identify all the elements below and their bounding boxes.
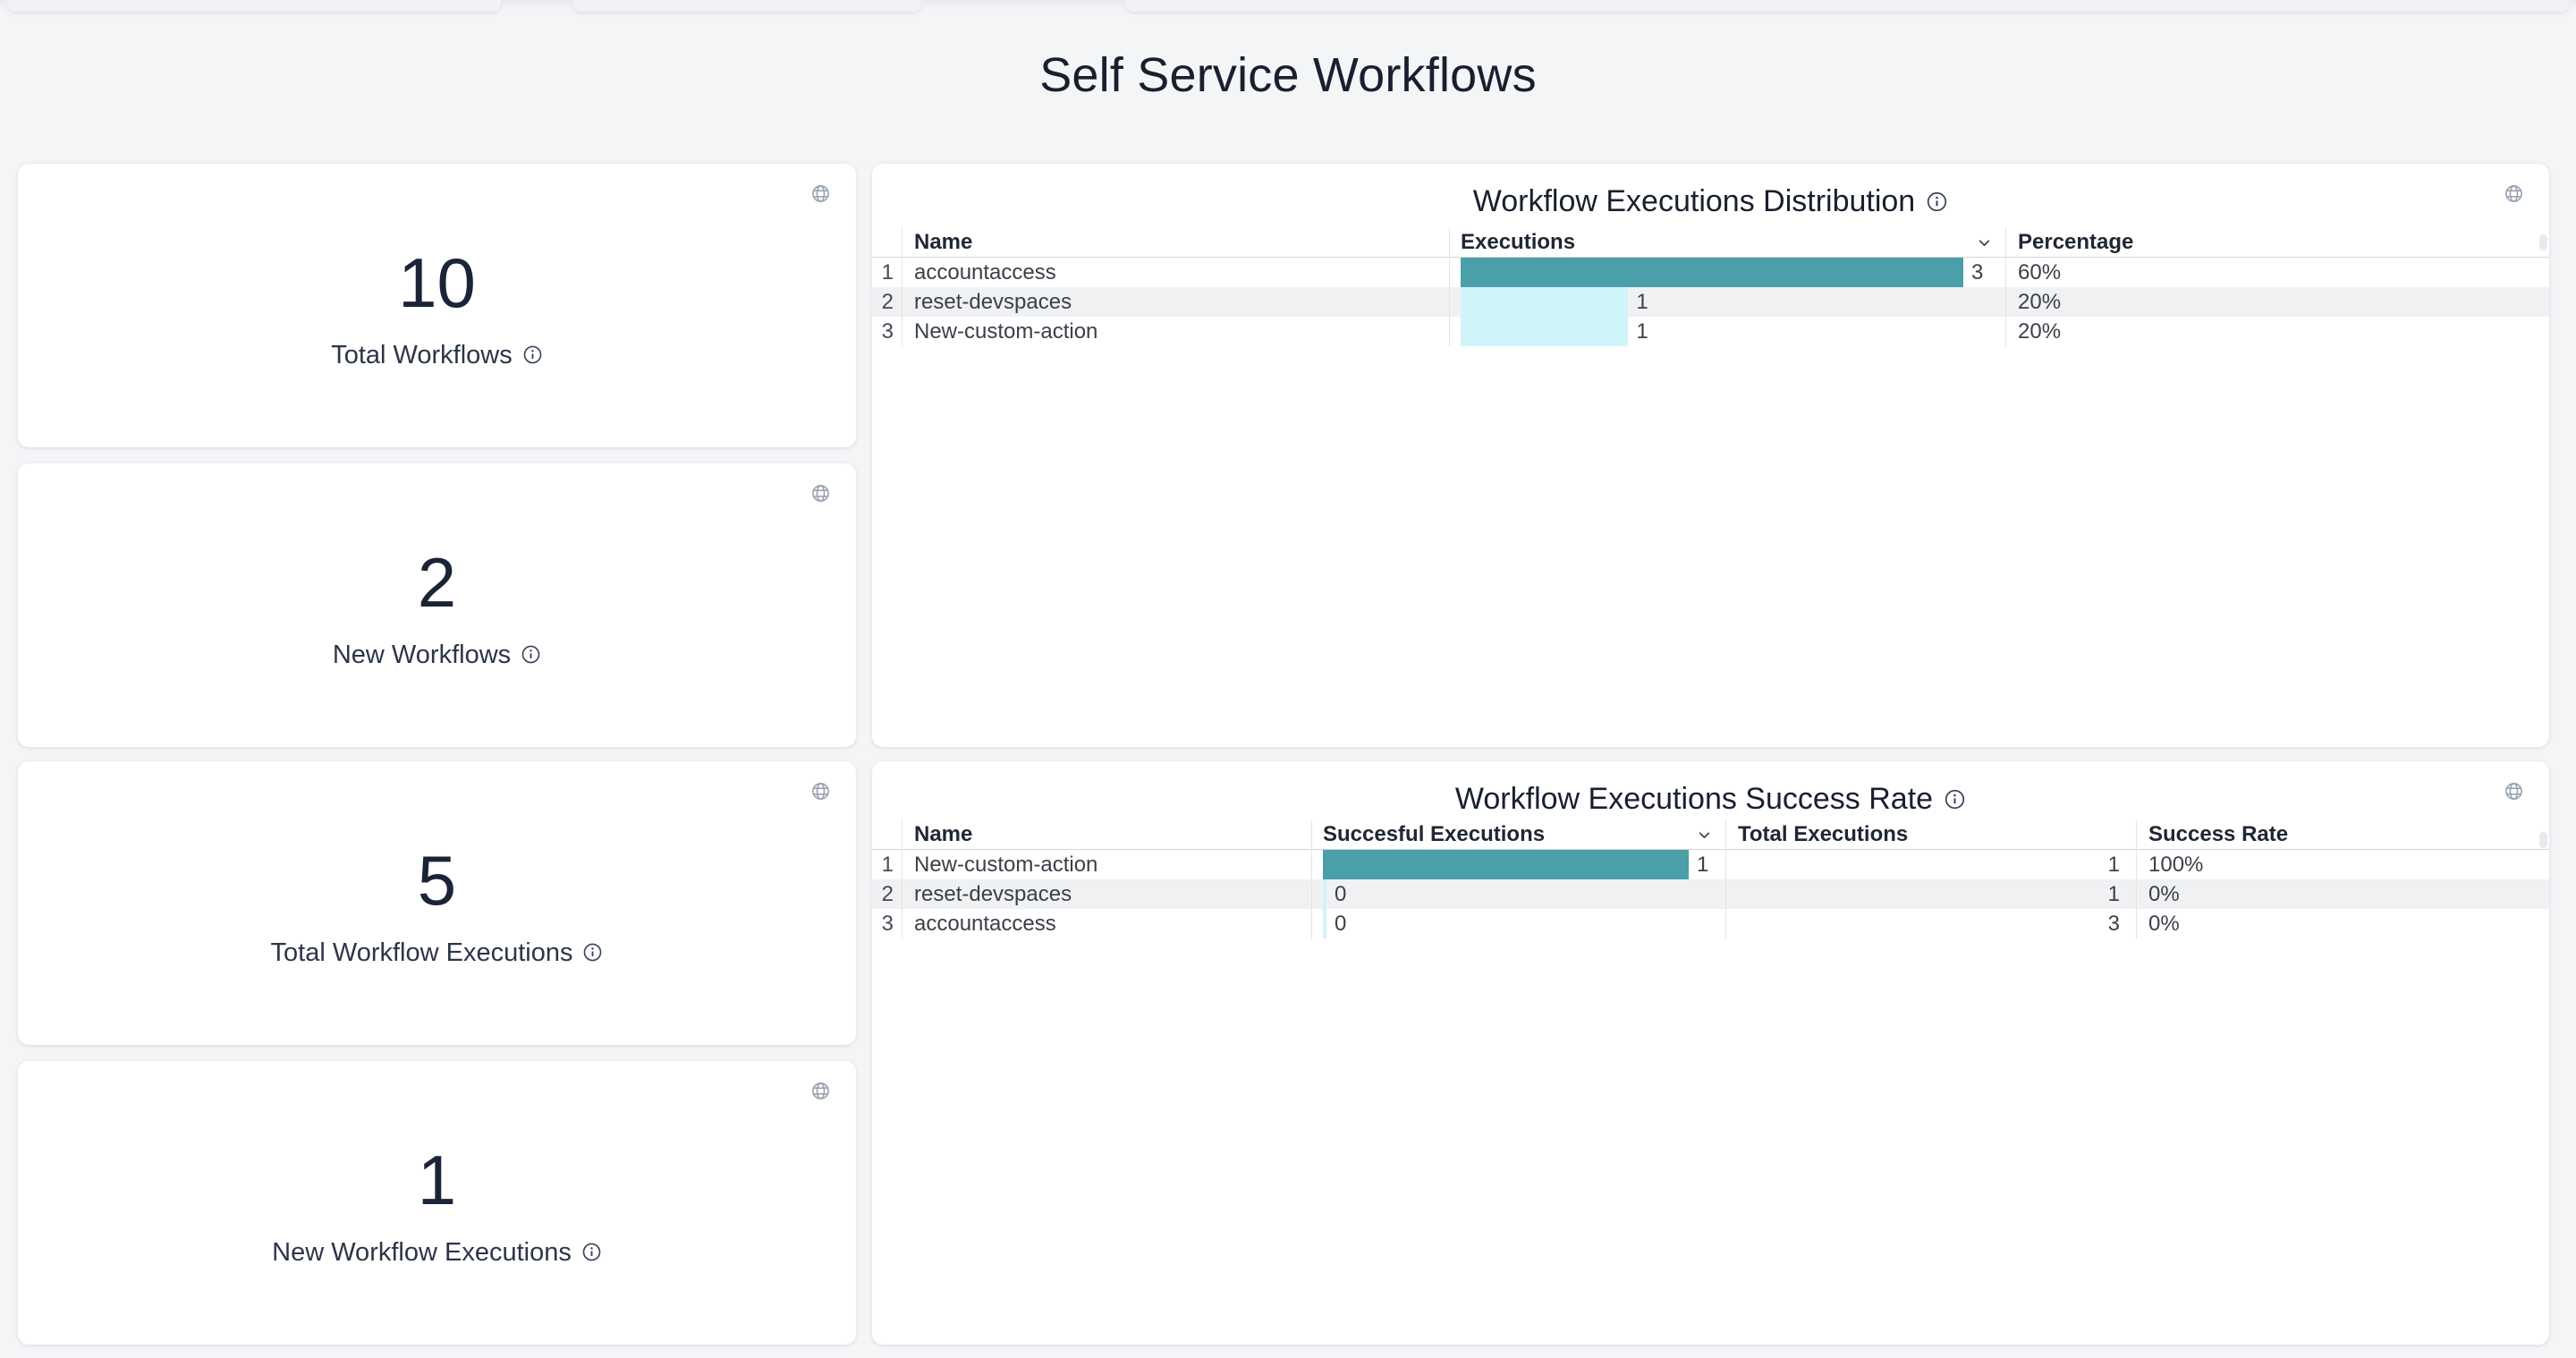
name-column-header[interactable]: Name bbox=[914, 822, 973, 846]
successful-executions-bar bbox=[1323, 879, 1326, 909]
executions-bar bbox=[1461, 287, 1629, 317]
info-icon[interactable] bbox=[582, 942, 603, 963]
name-column-header[interactable]: Name bbox=[914, 230, 973, 254]
executions-column-header[interactable]: Executions bbox=[1449, 228, 2005, 257]
table-row: 2 reset-devspaces 1 20% bbox=[872, 287, 2549, 317]
successful-executions-value: 1 bbox=[1697, 852, 1709, 877]
column-divider bbox=[1725, 820, 1726, 938]
total-executions-value: 3 bbox=[2107, 911, 2120, 936]
table-header-row: Name Succesful Executions Total Executio… bbox=[872, 820, 2549, 850]
stat-label: Total Workflow Executions bbox=[270, 938, 573, 967]
total-executions-value: 1 bbox=[2107, 852, 2120, 877]
successful-executions-bar bbox=[1323, 850, 1689, 879]
workflow-name: reset-devspaces bbox=[914, 881, 1072, 906]
success-rate-table: Name Succesful Executions Total Executio… bbox=[872, 820, 2549, 938]
successful-executions-bar bbox=[1323, 909, 1326, 938]
stat-card-new-workflow-executions: 1 New Workflow Executions bbox=[18, 1061, 856, 1345]
success-rate-value: 100% bbox=[2148, 852, 2204, 877]
stat-value: 5 bbox=[417, 840, 457, 920]
table-row: 3 New-custom-action 1 20% bbox=[872, 317, 2549, 346]
workflow-name: reset-devspaces bbox=[914, 289, 1072, 314]
executions-value: 3 bbox=[1971, 259, 1984, 284]
stat-card-total-workflow-executions: 5 Total Workflow Executions bbox=[18, 761, 856, 1045]
column-divider bbox=[1449, 228, 1450, 346]
workflow-executions-success-rate-card: Workflow Executions Success Rate Name Su… bbox=[872, 761, 2549, 1345]
stat-value: 10 bbox=[398, 242, 476, 322]
info-icon[interactable] bbox=[1944, 788, 1966, 811]
index-column-header bbox=[872, 820, 902, 849]
executions-bar bbox=[1461, 317, 1629, 346]
executions-value: 1 bbox=[1636, 289, 1648, 314]
total-executions-column-header[interactable]: Total Executions bbox=[1738, 822, 1909, 846]
chevron-down-icon[interactable] bbox=[1975, 233, 1994, 252]
stat-card-new-workflows: 2 New Workflows bbox=[18, 463, 856, 747]
percentage-value: 60% bbox=[2018, 259, 2062, 284]
success-rate-value: 0% bbox=[2148, 881, 2180, 906]
stat-label: New Workflow Executions bbox=[272, 1237, 572, 1267]
workflow-name: accountaccess bbox=[914, 911, 1056, 936]
table-row: 1 accountaccess 3 60% bbox=[872, 258, 2549, 287]
info-icon[interactable] bbox=[581, 1242, 602, 1262]
table-header-row: Name Executions Percentage bbox=[872, 228, 2549, 258]
page-title: Self Service Workflows bbox=[1039, 48, 1537, 102]
scrollbar-thumb[interactable] bbox=[2539, 832, 2547, 848]
index-column-header bbox=[872, 228, 902, 257]
workflow-executions-distribution-card: Workflow Executions Distribution Name Ex… bbox=[872, 164, 2549, 747]
info-icon[interactable] bbox=[1926, 191, 1948, 213]
table-title: Workflow Executions Success Rate bbox=[1454, 782, 1934, 816]
percentage-value: 20% bbox=[2018, 318, 2062, 344]
distribution-table: Name Executions Percentage 1 accountacce… bbox=[872, 228, 2549, 346]
successful-executions-value: 0 bbox=[1335, 881, 1347, 906]
table-title: Workflow Executions Distribution bbox=[1472, 184, 1916, 218]
info-icon[interactable] bbox=[521, 644, 541, 665]
table-row: 1 New-custom-action 1 1 100% bbox=[872, 850, 2549, 879]
total-executions-value: 1 bbox=[2107, 881, 2120, 906]
executions-value: 1 bbox=[1636, 318, 1648, 344]
stat-value: 2 bbox=[417, 542, 457, 622]
column-divider bbox=[1311, 820, 1312, 938]
success-rate-column-header[interactable]: Success Rate bbox=[2148, 822, 2289, 846]
chevron-down-icon[interactable] bbox=[1695, 826, 1714, 845]
top-edge-bar bbox=[572, 0, 921, 12]
table-row: 2 reset-devspaces 0 1 0% bbox=[872, 879, 2549, 909]
scrollbar-thumb[interactable] bbox=[2539, 234, 2547, 250]
workflow-name: New-custom-action bbox=[914, 318, 1098, 344]
successful-executions-column-header[interactable]: Succesful Executions bbox=[1311, 820, 1725, 849]
successful-executions-value: 0 bbox=[1335, 911, 1347, 936]
percentage-column-header[interactable]: Percentage bbox=[2018, 230, 2134, 254]
stat-label: Total Workflows bbox=[331, 340, 513, 369]
percentage-value: 20% bbox=[2018, 289, 2062, 314]
success-rate-value: 0% bbox=[2148, 911, 2180, 936]
workflow-name: New-custom-action bbox=[914, 852, 1098, 877]
top-edge-bar bbox=[7, 0, 501, 12]
top-edge-bar bbox=[1125, 0, 2569, 12]
executions-bar bbox=[1461, 258, 1963, 287]
info-icon[interactable] bbox=[522, 344, 543, 365]
stat-label: New Workflows bbox=[332, 640, 512, 669]
column-divider bbox=[2005, 228, 2006, 346]
workflow-name: accountaccess bbox=[914, 259, 1056, 284]
stat-card-total-workflows: 10 Total Workflows bbox=[18, 164, 856, 447]
table-row: 3 accountaccess 0 3 0% bbox=[872, 909, 2549, 938]
stat-value: 1 bbox=[417, 1140, 457, 1219]
column-divider bbox=[2136, 820, 2137, 938]
